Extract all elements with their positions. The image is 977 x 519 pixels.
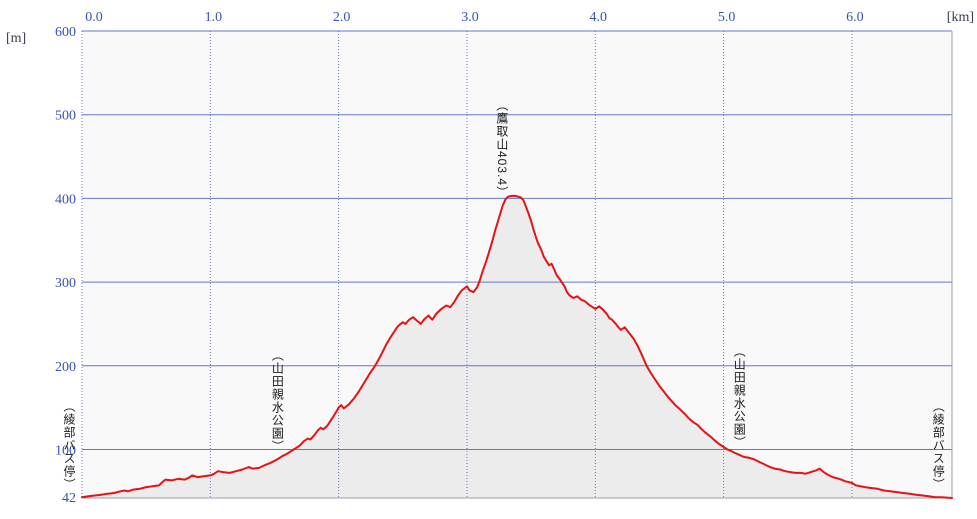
x-unit-label: [km]	[947, 10, 974, 25]
y-tick-label-500: 500	[55, 109, 76, 124]
x-tick-label-0.0: 0.0	[85, 10, 103, 25]
x-tick-label-3.0: 3.0	[461, 10, 479, 25]
y-tick-label-600: 600	[55, 25, 76, 40]
x-tick-label-5.0: 5.0	[718, 10, 736, 25]
y-tick-label-100: 100	[55, 443, 76, 458]
x-tick-label-1.0: 1.0	[205, 10, 223, 25]
x-tick-label-4.0: 4.0	[590, 10, 608, 25]
y-tick-label-400: 400	[55, 192, 76, 207]
elevation-trace-line	[81, 194, 953, 499]
x-tick-label-6.0: 6.0	[846, 10, 864, 25]
elevation-area-fill	[82, 195, 952, 498]
x-tick-label-2.0: 2.0	[333, 10, 351, 25]
y-tick-label-200: 200	[55, 360, 76, 375]
y-tick-label-300: 300	[55, 276, 76, 291]
y-unit-label: [m]	[6, 31, 26, 46]
y-min-label: 42	[62, 491, 76, 506]
